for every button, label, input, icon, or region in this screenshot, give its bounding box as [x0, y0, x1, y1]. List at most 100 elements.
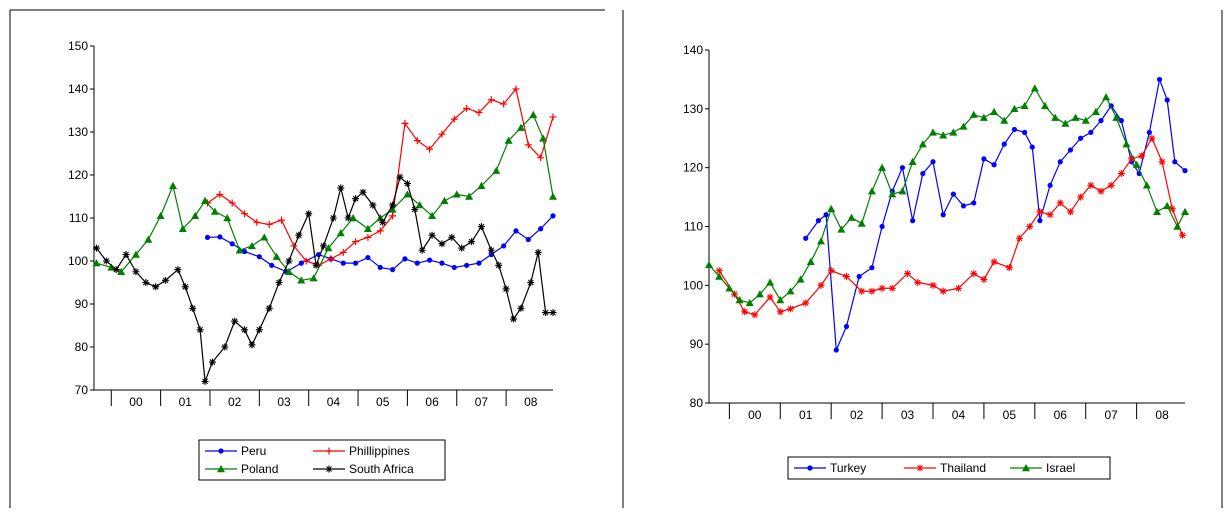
data-point — [344, 214, 352, 222]
data-point — [1117, 170, 1125, 178]
y-tick-label: 130 — [68, 125, 88, 139]
data-point — [468, 238, 476, 246]
data-point — [1001, 141, 1007, 147]
x-tick-label: 08 — [1155, 408, 1169, 422]
data-point — [1153, 207, 1161, 215]
data-point — [786, 287, 795, 295]
data-point — [1163, 201, 1172, 210]
data-point — [352, 260, 359, 266]
data-point — [201, 196, 210, 204]
data-point — [297, 276, 306, 284]
data-point — [517, 304, 525, 312]
data-point — [1047, 182, 1053, 188]
data-point — [1088, 129, 1094, 135]
data-point — [1098, 118, 1104, 124]
x-tick-label: 04 — [327, 395, 341, 409]
data-point — [837, 225, 846, 233]
data-point — [856, 273, 862, 280]
data-point — [440, 196, 449, 204]
data-point — [939, 287, 947, 295]
data-point — [981, 156, 987, 162]
data-point — [971, 200, 977, 206]
data-point — [365, 254, 371, 261]
data-point — [107, 263, 116, 271]
data-point — [265, 304, 273, 312]
data-point — [152, 283, 160, 291]
data-point — [776, 296, 785, 304]
data-point — [248, 341, 256, 349]
data-point — [376, 227, 384, 235]
data-point — [949, 128, 958, 136]
data-point — [1041, 101, 1049, 110]
data-point — [174, 266, 182, 274]
data-point — [327, 255, 335, 263]
data-point — [959, 122, 968, 130]
data-point — [878, 284, 886, 292]
data-point — [776, 308, 784, 316]
data-point — [229, 241, 235, 247]
data-point — [910, 218, 916, 224]
data-point — [539, 134, 548, 142]
data-point — [452, 190, 461, 198]
data-point — [1026, 223, 1034, 230]
data-point — [1046, 211, 1054, 219]
data-point — [1056, 199, 1064, 207]
data-point — [476, 260, 482, 266]
data-point — [221, 343, 229, 351]
data-point — [827, 267, 835, 275]
data-point — [1061, 119, 1070, 127]
data-point — [156, 211, 165, 220]
series-line — [207, 215, 554, 273]
data-point — [1173, 222, 1182, 230]
data-point — [908, 157, 917, 165]
data-point — [349, 214, 358, 222]
data-point — [312, 261, 320, 269]
data-point — [487, 96, 495, 104]
data-point — [260, 233, 269, 241]
data-point — [920, 170, 926, 177]
data-point — [1011, 126, 1018, 133]
data-point — [320, 242, 327, 250]
data-point — [741, 308, 749, 316]
series-line — [718, 136, 1184, 316]
series-phillippines — [204, 85, 557, 269]
data-point — [458, 244, 466, 252]
data-point — [305, 210, 313, 218]
legend-item: Turkey — [794, 461, 866, 475]
data-point — [979, 113, 988, 121]
legend-marker — [807, 465, 813, 471]
y-tick-label: 130 — [683, 102, 703, 116]
data-point — [241, 210, 249, 218]
data-point — [377, 264, 383, 271]
y-tick-label: 110 — [684, 220, 703, 234]
data-point — [427, 257, 433, 263]
data-point — [324, 244, 333, 252]
data-point — [827, 204, 836, 213]
chart-panel-left: 70 80 90 100 110 120 130 140 150 00 01 02 03 04 05 06 07… — [68, 39, 557, 481]
data-point — [929, 281, 937, 289]
y-tick-label: 80 — [75, 340, 89, 354]
data-point — [309, 274, 318, 282]
data-point — [275, 279, 283, 286]
legend-label: Phillippines — [349, 444, 410, 458]
legend: Peru Phillippines Poland South Africa — [198, 439, 446, 481]
x-tick-label: 00 — [129, 395, 143, 409]
data-point — [439, 260, 445, 266]
data-point — [1066, 208, 1074, 216]
x-tick-label: 05 — [1003, 408, 1017, 422]
data-point — [131, 250, 140, 258]
legend-label: Turkey — [830, 461, 866, 475]
data-point — [352, 195, 360, 203]
data-point — [1005, 264, 1013, 272]
data-point — [142, 279, 150, 286]
data-point — [918, 140, 927, 148]
data-point — [413, 137, 421, 145]
data-point — [766, 278, 775, 286]
data-point — [990, 258, 998, 266]
data-point — [415, 201, 424, 209]
data-point — [510, 315, 518, 323]
data-point — [223, 214, 232, 222]
data-point — [1078, 135, 1084, 141]
